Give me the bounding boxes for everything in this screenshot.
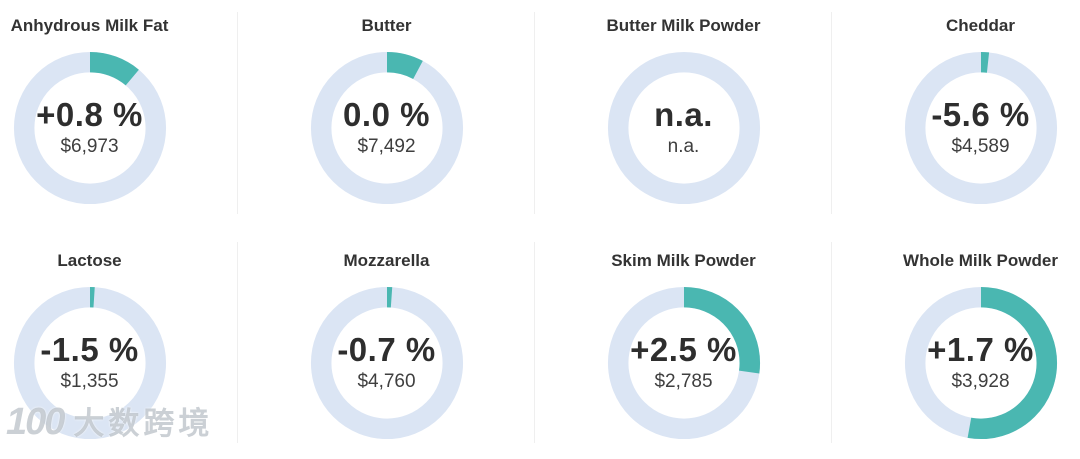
donut-gauge: -0.7 % $4,760 — [309, 285, 465, 441]
price-usd: $1,355 — [60, 370, 119, 392]
product-title: Butter Milk Powder — [606, 16, 761, 35]
gauge-center-labels: 0.0 % $7,492 — [309, 50, 465, 206]
donut-ring-chart — [607, 286, 760, 440]
price-change-percent: +0.8 % — [36, 95, 143, 133]
product-gauge-card: Butter Milk Powder n.a. n.a. — [535, 0, 832, 230]
gauge-center-labels: +2.5 % $2,785 — [606, 285, 762, 441]
price-usd: $7,492 — [357, 135, 416, 157]
product-gauge-card: Anhydrous Milk Fat +0.8 % $6,973 — [0, 0, 238, 230]
product-title: Whole Milk Powder — [903, 251, 1058, 270]
product-gauge-card: Mozzarella -0.7 % $4,760 — [238, 230, 535, 459]
price-usd: $6,973 — [60, 135, 119, 157]
product-title: Lactose — [57, 251, 122, 270]
price-change-percent: -5.6 % — [931, 95, 1030, 133]
gauge-center-labels: +0.8 % $6,973 — [12, 50, 168, 206]
gauge-center-labels: -5.6 % $4,589 — [903, 50, 1059, 206]
price-usd: $2,785 — [654, 370, 713, 392]
donut-ring-chart — [310, 51, 463, 205]
donut-ring-chart — [13, 286, 166, 440]
product-gauge-card: Butter 0.0 % $7,492 — [238, 0, 535, 230]
donut-gauge: -1.5 % $1,355 — [12, 285, 168, 441]
product-gauge-card: Skim Milk Powder +2.5 % $2,785 — [535, 230, 832, 459]
price-change-percent: +1.7 % — [927, 330, 1034, 368]
price-usd: $3,928 — [951, 370, 1010, 392]
product-gauge-card: Lactose -1.5 % $1,355 — [0, 230, 238, 459]
price-change-percent: n.a. — [654, 95, 713, 133]
donut-ring-chart — [904, 51, 1057, 205]
donut-gauge: +2.5 % $2,785 — [606, 285, 762, 441]
donut-ring-chart — [904, 286, 1057, 440]
donut-gauge: -5.6 % $4,589 — [903, 50, 1059, 206]
donut-gauge: n.a. n.a. — [606, 50, 762, 206]
product-title: Butter — [361, 16, 412, 35]
donut-gauge: +1.7 % $3,928 — [903, 285, 1059, 441]
gauge-center-labels: -1.5 % $1,355 — [12, 285, 168, 441]
product-title: Skim Milk Powder — [611, 251, 756, 270]
donut-gauge: 0.0 % $7,492 — [309, 50, 465, 206]
donut-ring-chart — [607, 51, 760, 205]
product-gauge-card: Cheddar -5.6 % $4,589 — [832, 0, 1080, 230]
price-usd: $4,589 — [951, 135, 1010, 157]
gauge-center-labels: +1.7 % $3,928 — [903, 285, 1059, 441]
gauge-center-labels: -0.7 % $4,760 — [309, 285, 465, 441]
price-change-percent: -0.7 % — [337, 330, 436, 368]
donut-ring-chart — [13, 51, 166, 205]
product-title: Anhydrous Milk Fat — [10, 16, 169, 35]
price-change-percent: 0.0 % — [343, 95, 430, 133]
donut-gauge: +0.8 % $6,973 — [12, 50, 168, 206]
donut-ring-chart — [310, 286, 463, 440]
price-change-percent: +2.5 % — [630, 330, 737, 368]
product-gauge-card: Whole Milk Powder +1.7 % $3,928 — [832, 230, 1080, 459]
price-usd: $4,760 — [357, 370, 416, 392]
product-title: Mozzarella — [343, 251, 430, 270]
gauge-center-labels: n.a. n.a. — [606, 50, 762, 206]
price-usd: n.a. — [667, 135, 700, 157]
product-title: Cheddar — [946, 16, 1015, 35]
price-change-percent: -1.5 % — [40, 330, 139, 368]
